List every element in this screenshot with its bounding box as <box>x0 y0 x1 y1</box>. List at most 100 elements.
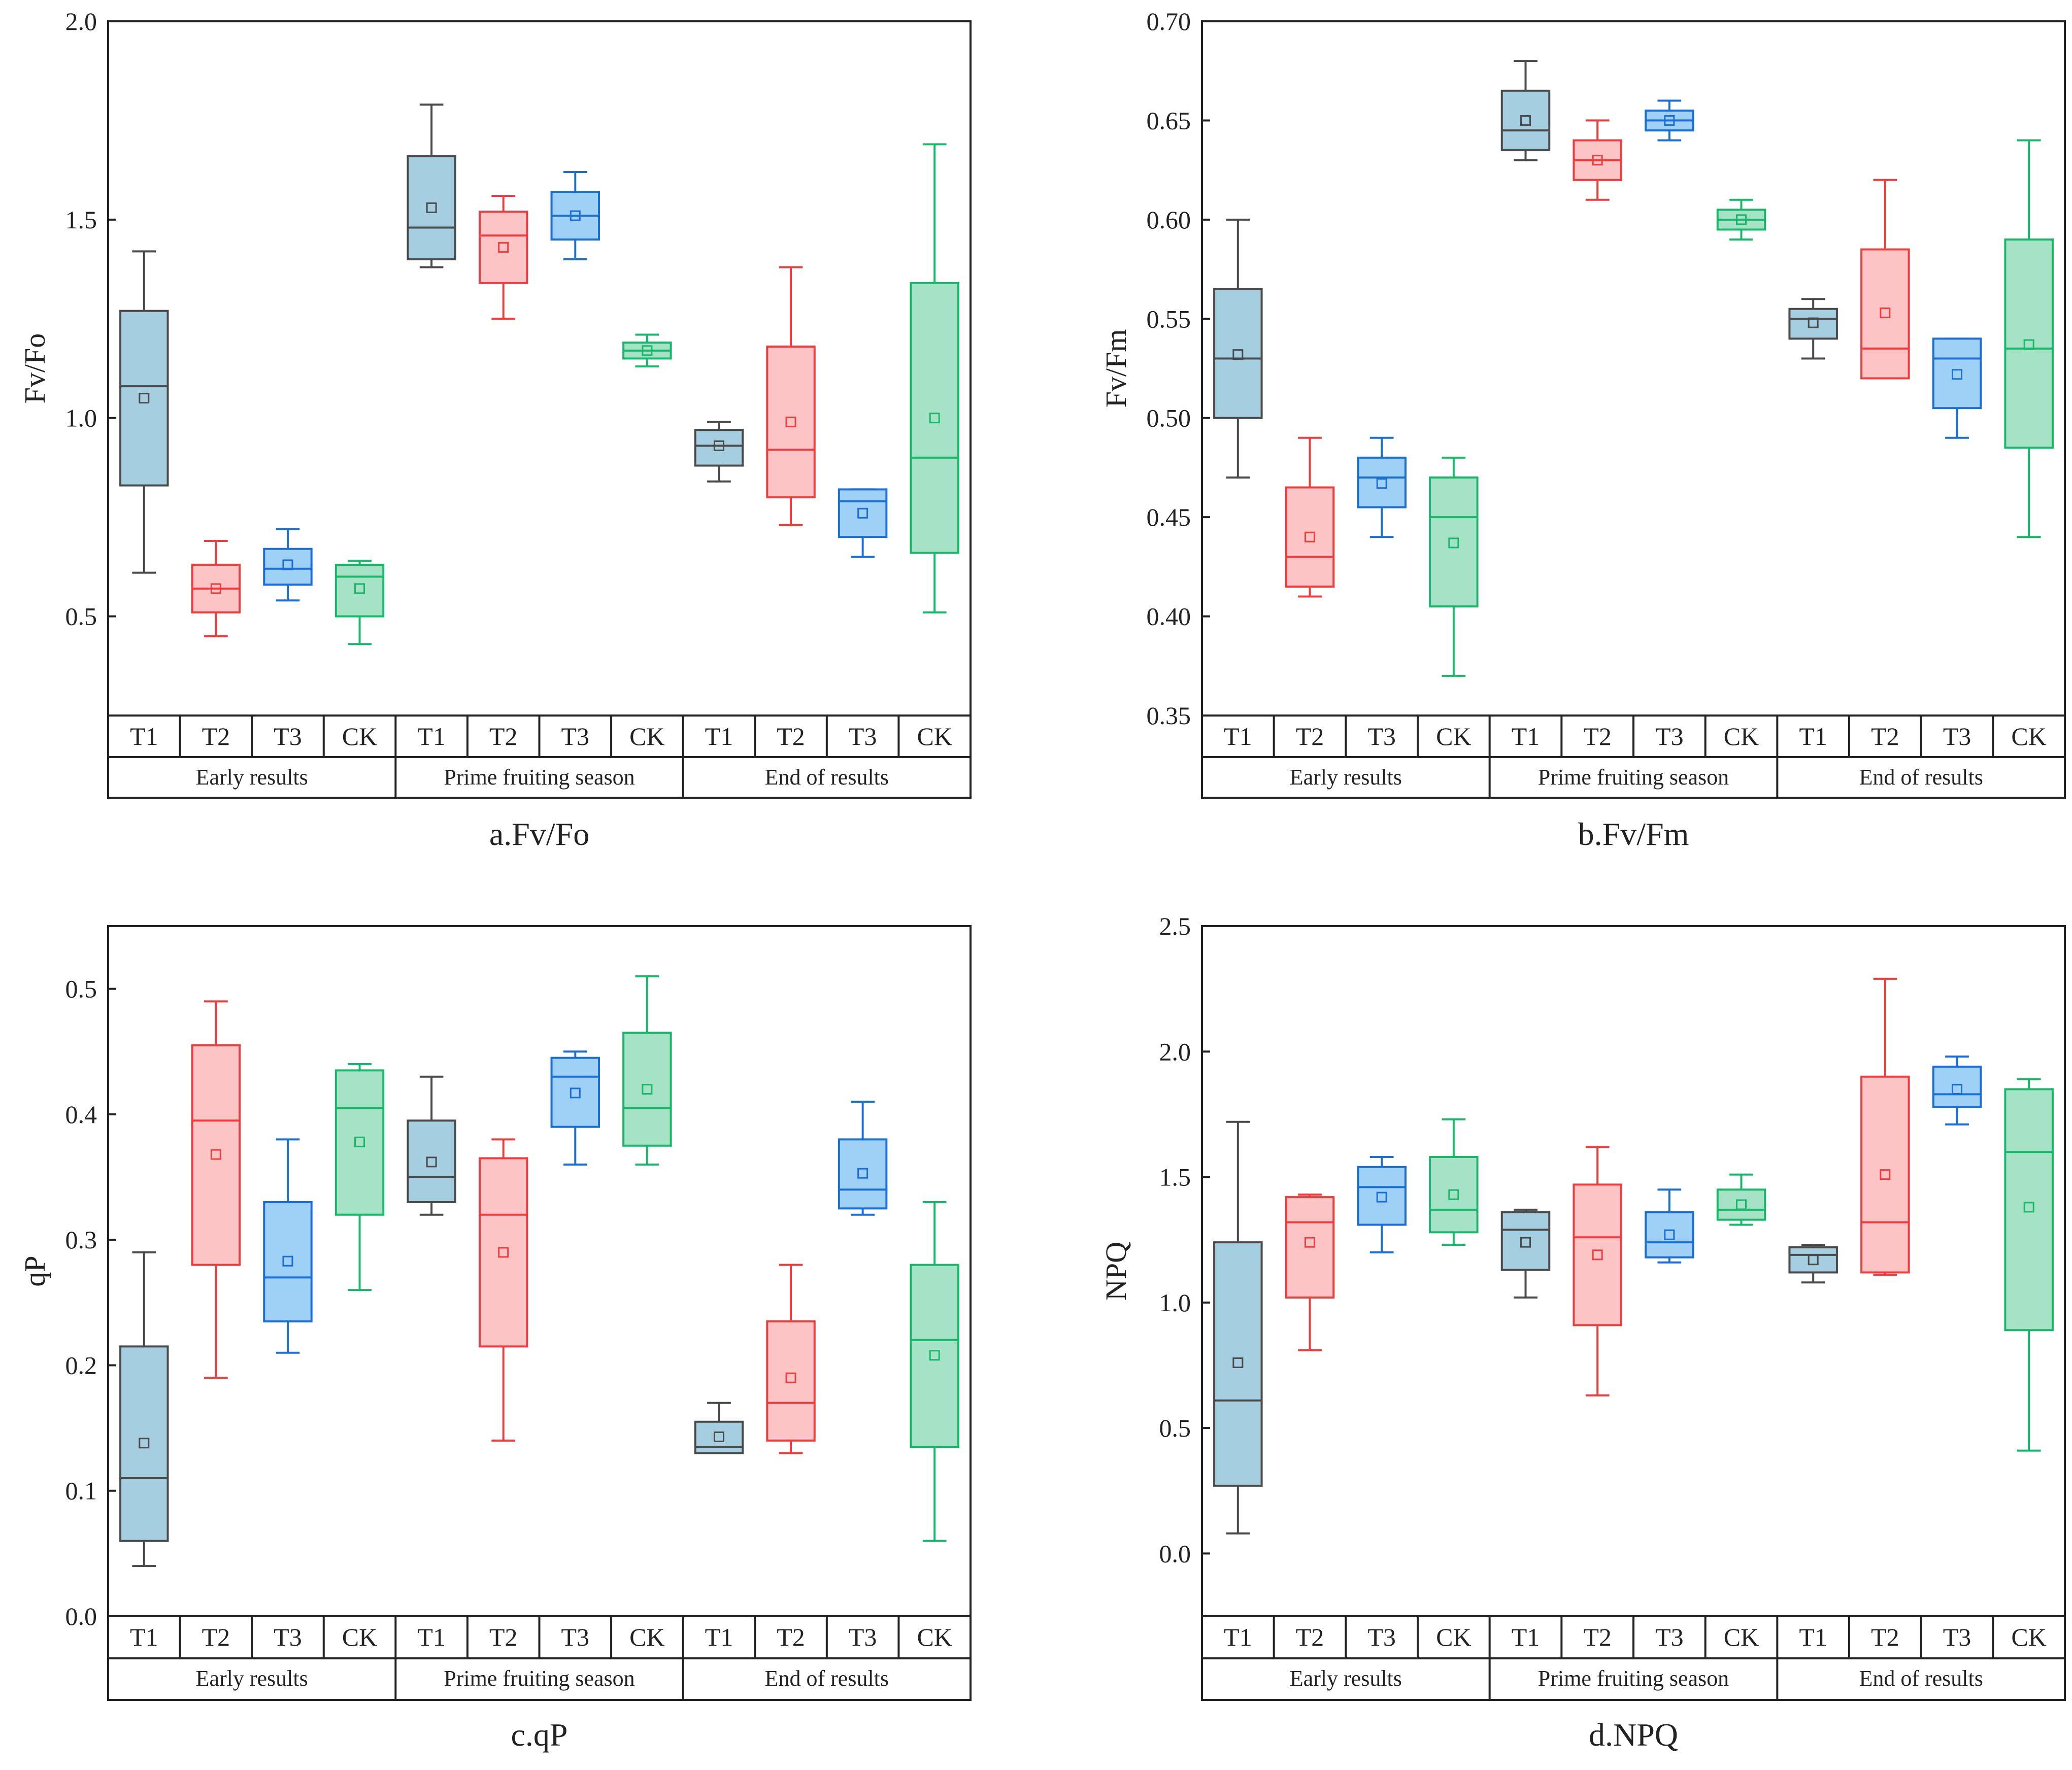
mean-marker <box>1232 349 1244 360</box>
category-label: T2 <box>1583 722 1612 751</box>
y-axis-title: NPQ <box>1099 1242 1132 1301</box>
box-end-of-results-ck <box>2004 1078 2054 1452</box>
y-tick-label: 0.5 <box>65 975 97 1003</box>
mean-marker <box>1664 115 1675 126</box>
box-prime-fruiting-season-ck <box>622 975 672 1166</box>
mean-marker <box>1305 531 1315 542</box>
category-label: T2 <box>202 1623 230 1651</box>
mean-marker <box>1376 1192 1387 1203</box>
box-iqr <box>407 1119 456 1203</box>
box-early-results-ck <box>335 560 385 645</box>
group-label: Early results <box>1290 765 1402 790</box>
category-label: CK <box>629 1623 664 1651</box>
box-iqr <box>191 1044 241 1266</box>
box-prime-fruiting-season-t3 <box>550 1050 600 1166</box>
box-early-results-t2 <box>1285 1194 1335 1351</box>
panel-caption: a.Fv/Fo <box>489 816 589 852</box>
y-tick-label: 2.5 <box>1159 912 1191 940</box>
mean-marker <box>139 1438 150 1449</box>
box-iqr <box>1285 1196 1335 1299</box>
box-iqr <box>478 211 528 284</box>
mean-marker <box>1376 478 1387 489</box>
mean-marker <box>1592 155 1603 166</box>
box-iqr <box>1213 1241 1263 1487</box>
category-label: T2 <box>1296 722 1324 751</box>
category-label: T2 <box>1871 1623 1899 1651</box>
plot-frame <box>107 925 972 1617</box>
y-axis-title: Fv/Fo <box>18 333 51 404</box>
group-label: Early results <box>196 1666 308 1691</box>
mean-marker <box>1952 1083 1962 1095</box>
y-tick-label: 0.5 <box>1159 1414 1191 1442</box>
box-prime-fruiting-season-t1 <box>407 1075 456 1216</box>
category-label: T3 <box>849 722 877 751</box>
box-iqr <box>478 1157 528 1348</box>
box-iqr <box>1788 308 1838 340</box>
y-tick-label: 1.5 <box>1159 1163 1191 1192</box>
group-label: End of results <box>765 765 889 790</box>
y-tick-label: 0.65 <box>1147 106 1191 134</box>
group-label: End of results <box>1859 765 1983 790</box>
category-label: T3 <box>1943 1623 1971 1651</box>
y-tick-label: 2.0 <box>1159 1037 1191 1066</box>
category-label: T3 <box>1655 722 1684 751</box>
mean-marker <box>354 1136 365 1147</box>
y-tick-label: 0.0 <box>1159 1539 1191 1568</box>
mean-marker <box>1520 115 1531 126</box>
category-label: T1 <box>1799 722 1827 751</box>
mean-marker <box>1736 1199 1747 1210</box>
mean-marker <box>1520 1237 1531 1248</box>
category-label: T3 <box>1655 1623 1684 1651</box>
mean-marker <box>498 1247 509 1258</box>
mean-marker <box>2023 1202 2034 1213</box>
box-iqr <box>2004 1088 2054 1332</box>
y-tick-label: 0.3 <box>65 1226 97 1254</box>
category-label: CK <box>1436 722 1471 751</box>
box-end-of-results-t1 <box>694 421 744 483</box>
mean-marker <box>282 559 293 570</box>
mean-marker <box>642 1083 653 1095</box>
box-prime-fruiting-season-ck <box>622 333 672 368</box>
y-tick-label: 0.2 <box>65 1351 97 1379</box>
box-early-results-t3 <box>263 1138 313 1354</box>
box-end-of-results-t2 <box>766 266 816 526</box>
box-iqr <box>838 488 888 538</box>
box-end-of-results-t1 <box>694 1402 744 1454</box>
category-label: T3 <box>274 1623 302 1651</box>
box-iqr <box>1500 89 1551 152</box>
group-label: Prime fruiting season <box>1538 765 1729 790</box>
box-iqr <box>1500 1211 1551 1271</box>
category-label: T3 <box>1367 1623 1396 1651</box>
mean-marker <box>1808 317 1819 328</box>
mean-marker <box>1808 1254 1819 1266</box>
box-iqr <box>119 1345 169 1542</box>
y-tick-label: 0.45 <box>1147 503 1191 531</box>
mean-marker <box>857 507 868 519</box>
panel-a: 0.5 1.0 1.5 2.0 Fv/Fo Early results T1 T2 T3 CK Pr… <box>18 7 972 852</box>
category-label: T1 <box>417 1623 446 1651</box>
category-label: CK <box>1724 1623 1759 1651</box>
box-iqr <box>1645 1211 1694 1258</box>
box-end-of-results-t2 <box>1860 977 1910 1276</box>
box-iqr <box>119 310 169 487</box>
box-iqr <box>2004 238 2054 449</box>
panel-caption: b.Fv/Fm <box>1578 816 1689 852</box>
category-label: T3 <box>561 1623 590 1651</box>
box-iqr <box>622 1032 672 1147</box>
box-prime-fruiting-season-t1 <box>1500 60 1551 161</box>
box-iqr <box>1429 476 1479 608</box>
category-label: T2 <box>777 1623 805 1651</box>
y-tick-label: 0.55 <box>1147 304 1191 333</box>
mean-marker <box>570 210 581 221</box>
mean-marker <box>713 1431 724 1442</box>
y-tick-label: 0.0 <box>65 1602 97 1630</box>
category-label: T3 <box>561 722 590 751</box>
category-label: CK <box>917 722 952 751</box>
mean-marker <box>570 1087 581 1099</box>
box-iqr <box>1860 1075 1910 1274</box>
category-label: T2 <box>489 1623 518 1651</box>
box-iqr <box>1788 1246 1838 1274</box>
box-end-of-results-ck <box>2004 139 2054 538</box>
box-prime-fruiting-season-t3 <box>1645 99 1694 142</box>
